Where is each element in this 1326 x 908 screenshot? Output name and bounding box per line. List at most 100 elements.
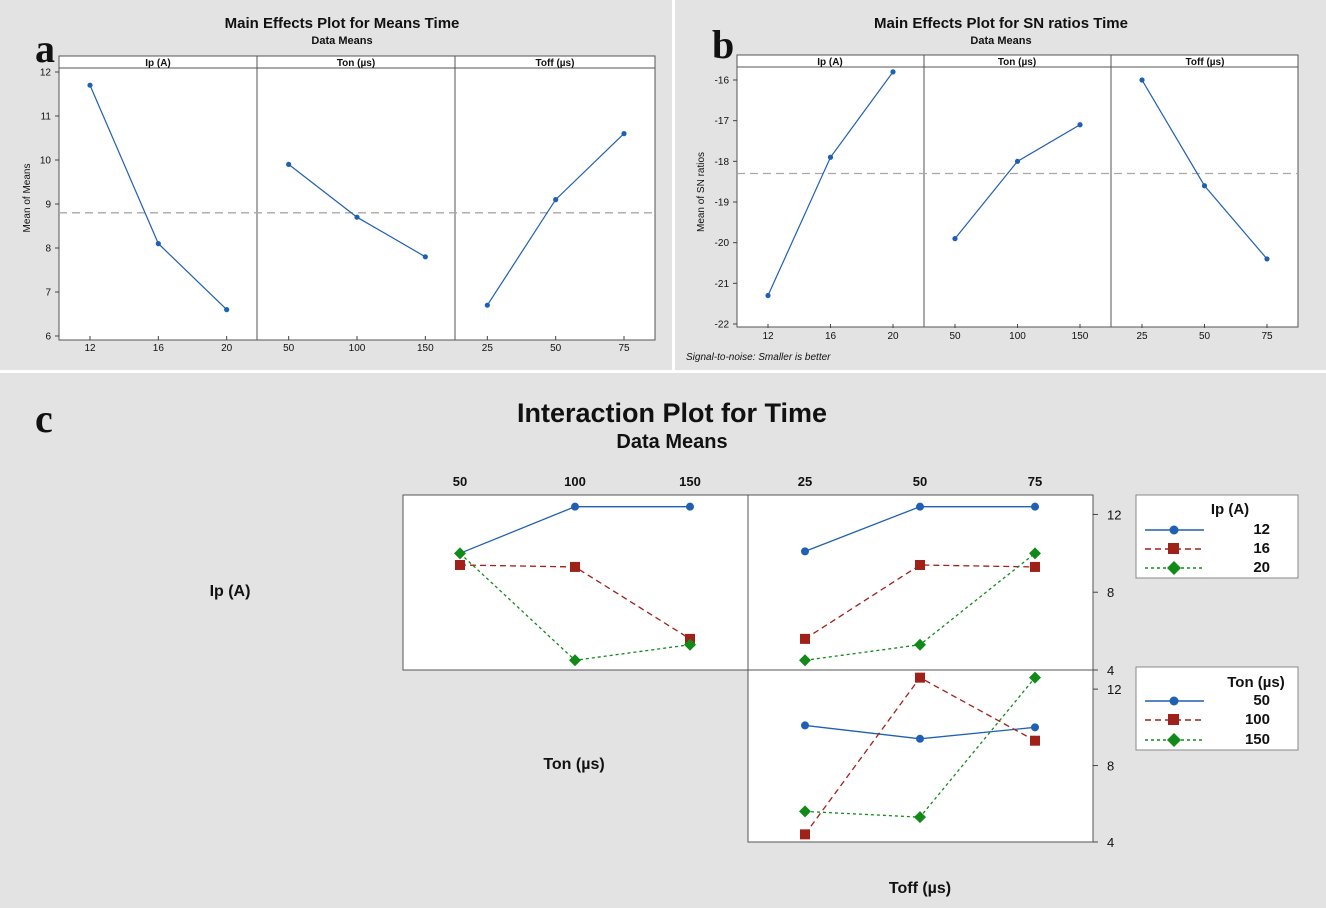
- series-point-12: [571, 502, 579, 511]
- legend-ip-title: Ip (A): [1211, 501, 1249, 518]
- y-tick-label: 11: [41, 112, 52, 123]
- panel-c-letter: c: [35, 396, 53, 441]
- x-tick-label: 50: [949, 331, 961, 342]
- panel-b-ylabel: Mean of SN ratios: [696, 152, 707, 232]
- panel-c-xlabel: Toff (µs): [889, 880, 951, 897]
- x-tick-label: 150: [417, 343, 434, 354]
- y-tick-label: 4: [1107, 835, 1114, 850]
- series-point-100: [800, 829, 810, 840]
- series-point-20: [569, 654, 581, 667]
- series-point-100: [915, 672, 925, 683]
- x-tick-label: 20: [887, 331, 899, 342]
- series-point-50: [801, 721, 809, 730]
- series-point-16: [800, 633, 810, 644]
- effect-point: [354, 214, 360, 220]
- y-tick-label: -18: [715, 157, 730, 168]
- x-tick-label: 20: [221, 343, 233, 354]
- series-point-150: [799, 805, 811, 818]
- series-point-20: [914, 638, 926, 651]
- legend-ip-label-16: 16: [1253, 540, 1270, 557]
- legend-ton: [1135, 666, 1299, 751]
- y-tick-label: 4: [1107, 663, 1114, 678]
- series-point-12: [1031, 502, 1039, 511]
- panel-a-subtitle: Data Means: [311, 35, 372, 47]
- y-tick-label: 8: [1107, 759, 1114, 774]
- x-tick-label: 25: [1136, 331, 1148, 342]
- y-tick-label: 12: [40, 68, 52, 79]
- series-point-12: [686, 502, 694, 511]
- panel-b-subtitle: Data Means: [970, 35, 1031, 47]
- series-point-20: [684, 638, 696, 651]
- x-tick-label: 25: [482, 343, 494, 354]
- effect-point: [484, 302, 490, 308]
- effect-point: [952, 236, 958, 242]
- effect-point: [87, 82, 93, 88]
- panel-c-title: Interaction Plot for Time: [517, 398, 827, 428]
- panel-a-facet-label: Ip (A): [145, 58, 171, 69]
- series-point-150: [1029, 671, 1041, 684]
- series-point-50: [1031, 723, 1039, 732]
- y-tick-label: -17: [715, 116, 730, 127]
- series-point-16: [570, 561, 580, 572]
- x-tick-label: 50: [550, 343, 562, 354]
- legend-ip-label-12: 12: [1253, 521, 1270, 538]
- effect-point: [890, 69, 896, 75]
- legend-ip-marker-20: [1167, 561, 1181, 575]
- panel-a-facet-label: Ton (µs): [337, 58, 375, 69]
- effect-point: [422, 254, 428, 260]
- x-tick-label: 12: [84, 343, 96, 354]
- series-point-12: [801, 547, 809, 556]
- y-tick-label: -20: [715, 238, 730, 249]
- panel-b-facet-label: Toff (µs): [1186, 57, 1225, 68]
- effect-point: [1077, 122, 1083, 128]
- panel-b-title: Main Effects Plot for SN ratios Time: [874, 15, 1128, 32]
- legend-ip: [1135, 494, 1299, 579]
- y-tick-label: 12: [1107, 507, 1121, 522]
- effect-point: [765, 292, 771, 299]
- panel-c-subtitle: Data Means: [616, 431, 727, 453]
- y-tick-label: -16: [715, 76, 730, 87]
- series-point-20: [1029, 547, 1041, 560]
- x-tick-label: 50: [1199, 331, 1211, 342]
- series-point-100: [1030, 735, 1040, 746]
- series-line-16: [804, 564, 1036, 640]
- legend-ton-label-50: 50: [1253, 692, 1270, 709]
- panel-c-row-label: Ton (µs): [543, 756, 604, 773]
- panel-a: a Main Effects Plot for Means Time Data …: [22, 15, 656, 354]
- effect-point: [621, 131, 627, 137]
- panel-b-plot-area: [736, 66, 1299, 328]
- panel-b-letter: b: [712, 22, 734, 67]
- x-tick-label: 50: [283, 343, 295, 354]
- legend-ton-title: Ton (µs): [1227, 674, 1285, 691]
- series-point-16: [1030, 561, 1040, 572]
- panel-b-facet-label: Ip (A): [817, 57, 843, 68]
- legend-ip-marker-16: [1168, 543, 1179, 554]
- x-tick-label: 75: [1028, 474, 1042, 489]
- legend-ton-marker-100: [1168, 714, 1179, 725]
- x-tick-label: 100: [349, 343, 366, 354]
- x-tick-label: 25: [798, 474, 812, 489]
- legend-ton-marker-150: [1167, 733, 1181, 747]
- effect-point: [1014, 158, 1021, 164]
- x-tick-label: 16: [153, 343, 165, 354]
- panel-c: c Interaction Plot for Time Data Means I…: [35, 396, 1299, 897]
- panel-c-row-label: Ip (A): [210, 583, 251, 600]
- effect-point: [827, 154, 834, 160]
- x-tick-label: 75: [1261, 331, 1273, 342]
- effect-point: [155, 241, 161, 247]
- panel-b-facet-label: Ton (µs): [998, 57, 1036, 68]
- panel-b-footnote: Signal-to-noise: Smaller is better: [686, 352, 831, 363]
- effect-point: [553, 197, 559, 203]
- legend-ip-label-20: 20: [1253, 559, 1270, 576]
- panel-a-title: Main Effects Plot for Means Time: [225, 15, 460, 32]
- panel-a-ylabel: Mean of Means: [22, 164, 33, 233]
- y-tick-label: 10: [40, 156, 52, 167]
- y-tick-label: 8: [1107, 585, 1114, 600]
- series-point-16: [455, 560, 465, 570]
- panel-c-cell-ip-ton: [402, 494, 749, 671]
- y-tick-label: -22: [715, 320, 730, 331]
- effect-point: [1139, 77, 1145, 83]
- effect-point: [1264, 256, 1270, 262]
- legend-ton-label-150: 150: [1245, 731, 1270, 748]
